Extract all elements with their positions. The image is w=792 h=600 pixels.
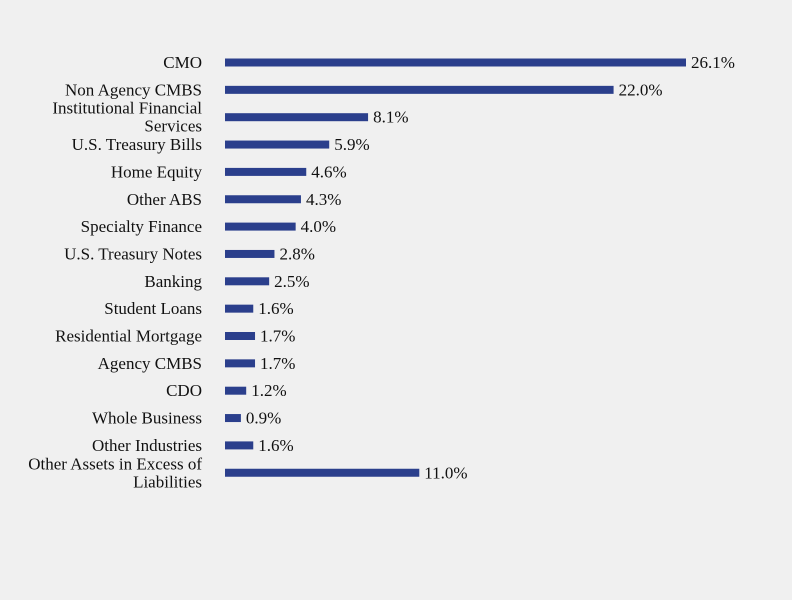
category-label-line: Agency CMBS — [98, 354, 202, 373]
category-label: Whole Business — [92, 409, 202, 428]
bar — [225, 468, 420, 477]
category-label-line: Banking — [144, 272, 202, 291]
category-label-line: Whole Business — [92, 409, 202, 428]
category-label-line: U.S. Treasury Notes — [64, 244, 202, 263]
value-label: 1.7% — [260, 327, 295, 346]
category-label: Institutional Financial Services — [52, 99, 202, 136]
bar — [225, 304, 254, 313]
value-label: 4.6% — [311, 162, 346, 181]
value-label: 2.5% — [274, 272, 309, 291]
category-label-line: Other Industries — [92, 436, 202, 455]
category-label-line: Liabilities — [133, 472, 202, 491]
category-label: Banking — [144, 272, 202, 291]
category-label-line: Other Assets in Excess of — [28, 454, 202, 473]
category-label-line: Student Loans — [104, 299, 202, 318]
bar — [225, 277, 270, 286]
value-label: 1.6% — [258, 299, 293, 318]
category-label: Agency CMBS — [98, 354, 202, 373]
bar — [225, 222, 296, 231]
value-label: 5.9% — [334, 135, 369, 154]
category-label: U.S. Treasury Notes — [64, 244, 202, 263]
bar — [225, 167, 307, 176]
bar — [225, 386, 247, 395]
bar — [225, 140, 330, 149]
bar — [225, 113, 369, 122]
category-label-line: Home Equity — [111, 162, 203, 181]
category-label-line: Institutional Financial — [52, 99, 202, 118]
category-label-line: CMO — [163, 53, 202, 72]
bar — [225, 195, 301, 204]
category-label: CDO — [166, 381, 202, 400]
bar — [225, 249, 275, 258]
value-label: 4.3% — [306, 190, 341, 209]
category-label-line: Services — [144, 117, 202, 136]
bar — [225, 414, 241, 423]
category-label: Non Agency CMBS — [65, 80, 202, 99]
category-label-line: Other ABS — [127, 190, 202, 209]
category-label-line: Specialty Finance — [81, 217, 202, 236]
category-label: Other Industries — [92, 436, 202, 455]
value-label: 4.0% — [301, 217, 336, 236]
category-label: CMO — [163, 53, 202, 72]
bar — [225, 441, 254, 450]
category-label-line: U.S. Treasury Bills — [72, 135, 202, 154]
category-label: Specialty Finance — [81, 217, 202, 236]
value-label: 0.9% — [246, 409, 281, 428]
category-label: Home Equity — [111, 162, 203, 181]
value-label: 11.0% — [424, 463, 467, 482]
bar — [225, 85, 614, 94]
category-label: Student Loans — [104, 299, 202, 318]
category-label: U.S. Treasury Bills — [72, 135, 202, 154]
bar — [225, 58, 686, 67]
value-label: 1.6% — [258, 436, 293, 455]
category-label: Other Assets in Excess of Liabilities — [28, 454, 202, 491]
category-label: Other ABS — [127, 190, 202, 209]
category-label-line: Non Agency CMBS — [65, 80, 202, 99]
value-label: 22.0% — [619, 80, 663, 99]
value-label: 1.2% — [251, 381, 286, 400]
value-label: 26.1% — [691, 53, 735, 72]
value-label: 2.8% — [279, 244, 314, 263]
category-label-line: Residential Mortgage — [55, 327, 202, 346]
value-label: 1.7% — [260, 354, 295, 373]
value-label: 8.1% — [373, 108, 408, 127]
category-label: Residential Mortgage — [55, 327, 202, 346]
category-label-line: CDO — [166, 381, 202, 400]
bar — [225, 359, 256, 368]
bar — [225, 332, 256, 340]
